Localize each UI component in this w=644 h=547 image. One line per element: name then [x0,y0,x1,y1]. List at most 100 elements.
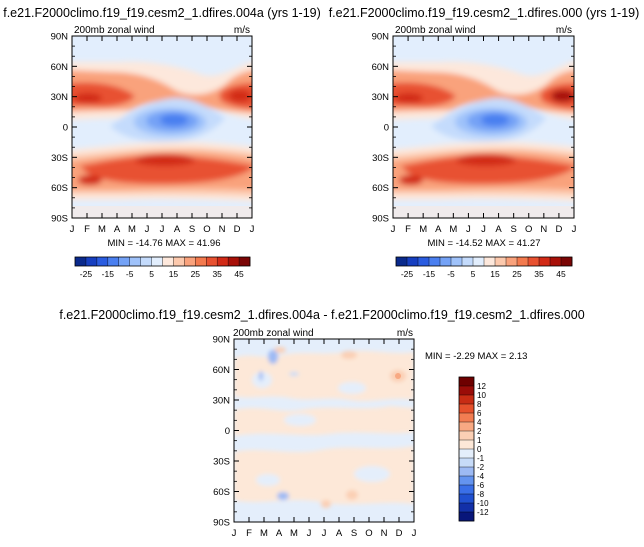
panel-3-colorbar-label: 0 [477,445,482,454]
panel-3-negative-patch-2 [284,414,316,426]
panel-3-colorbar-label: -8 [477,490,485,499]
panel-3-subtitle: 200mb zonal wind [233,328,314,339]
panel-3-colorbar-swatch [459,395,474,405]
panel-2-colorbar-label: 45 [556,269,566,279]
panel-3-positive-max-3 [346,490,358,500]
panel-2-stats: MIN = -14.52 MAX = 41.27 [427,238,540,249]
panel-2-colorbar-label: -25 [401,269,414,279]
panel-3-negative-max-4 [289,372,299,376]
panel-2-x-tick-label: J [466,224,471,235]
panel-3-field [234,339,414,522]
panel-3-x-tick-label: J [307,528,312,539]
panel-1-colorbar-swatch [162,257,174,266]
panel-1-colorbar-swatch [217,257,229,266]
panel-3-colorbar-swatch [459,377,474,387]
panel-2-y-tick-label: 60S [372,183,389,194]
panel-3-colorbar-label: -2 [477,463,485,472]
panel-3-colorbar-label: 8 [477,400,482,409]
panel-1-subtitle: 200mb zonal wind [74,25,155,36]
panel-1-y-tick-label: 90N [51,32,69,43]
panel-3-colorbar-swatch [459,512,474,522]
panel-1-x-tick-label: J [160,224,165,235]
panel-1-x-tick-label: D [234,224,241,235]
panel-2-y-tick-label: 0 [384,123,389,134]
panel-1-colorbar-label: 35 [212,269,222,279]
panel-2-nh-max-2 [551,90,574,102]
panel-3-colorbar-swatch [459,458,474,468]
panel-1-sh-inner [78,175,102,185]
panel-3-positive-patch-1 [234,350,414,402]
panel-3-colorbar-swatch [459,413,474,423]
panel-1-colorbar-label: -15 [102,269,115,279]
panel-3-x-tick-label: M [260,528,268,539]
panel-2-x-tick-label: M [449,224,457,235]
panel-2-x-tick-label: J [481,224,486,235]
panel-2-colorbar-label: 15 [490,269,500,279]
panel-3-colorbar-label: -4 [477,472,485,481]
panel-1-colorbar-swatch [96,257,109,266]
panel-1-colorbar-swatch [129,257,141,266]
panel-3-colorbar-swatch [459,494,474,504]
panel-3-colorbar-swatch [459,422,474,432]
panel-1-x-tick-label: N [219,224,226,235]
panel-2-colorbar-label: 5 [471,269,476,279]
panel-3-colorbar-swatch [459,485,474,495]
panel-3-x-tick-label: A [336,528,343,539]
panel-2-colorbar-swatch [396,257,408,266]
panel-3-colorbar-swatch [459,449,474,459]
panel-2-x-tick-label: M [419,224,427,235]
panel-2-x-tick-label: J [572,224,577,235]
panel-1-y-tick-label: 90S [51,214,68,225]
panel-2-x-tick-label: F [405,224,411,235]
panel-1-field [72,36,252,218]
panel-1-y-tick-label: 30S [51,153,68,164]
panel-3-colorbar-label: -10 [477,499,489,508]
panel-1-x-tick-label: S [189,224,195,235]
panel-2-y-tick-label: 90S [372,214,389,225]
panel-3-colorbar-swatch [459,404,474,414]
panel-2-y-tick-label: 30N [372,92,390,103]
panel-3-x-tick-label: J [412,528,417,539]
panel-3-x-tick-label: M [290,528,298,539]
panel-3-negative-max-1 [268,350,278,364]
panel-3-positive-max-1 [341,351,357,359]
panel-3-colorbar-swatch [459,503,474,513]
panel-2-nh-max-1 [395,93,423,103]
panel-3-colorbar-label: 6 [477,409,482,418]
panel-1-colorbar-swatch [140,257,152,266]
panel-2-sh-max [456,154,516,166]
panel-2-y-tick-label: 90N [372,32,390,43]
panel-2-colorbar-swatch [495,257,507,266]
panel-2-colorbar-swatch [550,257,562,266]
panel-1-stats: MIN = -14.76 MAX = 41.96 [107,238,220,249]
panel-3-y-tick-label: 60N [213,365,231,376]
panel-2-x-tick-label: D [555,224,562,235]
panel-2-units: m/s [556,25,572,36]
panel-3-colorbar-label: 1 [477,436,482,445]
panel-1-nh-max-2 [229,90,251,102]
panel-2-colorbar-label: -15 [423,269,436,279]
panel-3-colorbar-label: 12 [477,382,486,391]
panel-1-colorbar-swatch [118,257,130,266]
panel-3-y-tick-label: 90S [213,518,230,529]
panel-1-colorbar-swatch [107,257,120,266]
panel-2-colorbar-swatch [429,257,441,266]
panel-2-colorbar-swatch [440,257,452,266]
panel-1-x-tick-label: J [70,224,75,235]
panel-3-colorbar-swatch [459,440,474,450]
panel-1-colorbar-swatch [184,257,196,266]
panel-3-positive-patch-3 [234,446,414,505]
panel-2-colorbar-label: -5 [447,269,455,279]
panel-3-x-tick-label: A [276,528,283,539]
panel-2-colorbar-swatch [473,257,485,266]
panel-2-colorbar-swatch [517,257,529,266]
panel-3: f.e21.F2000climo.f19_f19.cesm2_1.dfires.… [59,308,584,539]
panel-1-colorbar-swatch [85,257,98,266]
panel-1-colorbar-swatch [228,257,240,266]
panel-2-colorbar-swatch [407,257,419,266]
panel-1: f.e21.F2000climo.f19_f19.cesm2_1.dfires.… [3,6,321,279]
panel-3-colorbar-swatch [459,476,474,486]
panel-1-colorbar-swatch [151,257,163,266]
panel-2-sh-inner [399,175,423,185]
panel-3-colorbar-swatch [459,431,474,441]
